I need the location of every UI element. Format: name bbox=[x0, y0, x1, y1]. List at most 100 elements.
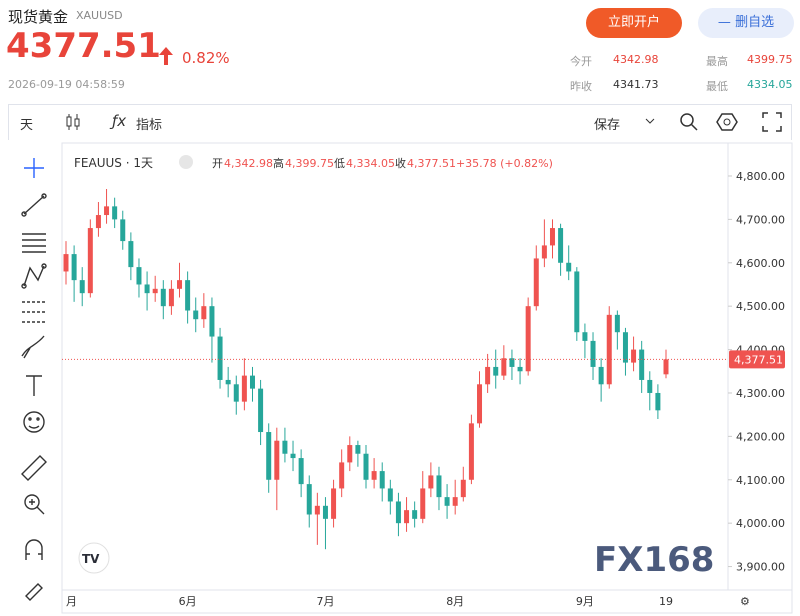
candle-body bbox=[606, 314, 612, 385]
candle-body bbox=[387, 488, 393, 502]
fullscreen-icon[interactable] bbox=[762, 112, 782, 132]
watch-button[interactable]: — 删自选 bbox=[698, 8, 794, 38]
candle-body bbox=[306, 484, 312, 515]
x-tick-label: 月 bbox=[66, 595, 77, 608]
indicators[interactable]: 指标 bbox=[136, 118, 163, 133]
y-tick-label: 4,800.00 bbox=[736, 170, 785, 183]
candle-body bbox=[63, 254, 69, 272]
candle-body bbox=[225, 379, 231, 385]
last-price-label: 4,377.51 bbox=[734, 353, 783, 366]
candle-body bbox=[290, 453, 296, 459]
watch-label: 删自选 bbox=[735, 15, 775, 30]
candle-body bbox=[566, 262, 572, 272]
y-tick-label: 4,500.00 bbox=[736, 300, 785, 313]
candle-body bbox=[347, 445, 353, 463]
candle-body bbox=[233, 384, 239, 402]
candle-body bbox=[168, 288, 174, 307]
candle-body bbox=[655, 392, 661, 411]
legend-change: +35.78 (+0.82%) bbox=[456, 157, 553, 170]
candle-body bbox=[460, 479, 466, 498]
candle-body bbox=[371, 471, 377, 480]
y-tick-label: 3,900.00 bbox=[736, 561, 785, 574]
watermark: FX168 bbox=[594, 540, 714, 580]
candle-body bbox=[152, 288, 158, 294]
settings-icon[interactable] bbox=[716, 111, 738, 133]
candle-body bbox=[209, 306, 215, 337]
settings[interactable]: ⚙ bbox=[740, 595, 750, 608]
stat-value: 4334.05 bbox=[747, 78, 793, 91]
candle-body bbox=[444, 497, 450, 506]
candle-body bbox=[428, 475, 434, 489]
up-arrow bbox=[159, 47, 173, 65]
fx-icon[interactable]: ƒx bbox=[112, 112, 127, 130]
candle-body bbox=[533, 258, 539, 307]
open-account-button[interactable]: 立即开户 bbox=[586, 8, 682, 38]
candle-body bbox=[193, 310, 199, 320]
candle-body bbox=[622, 332, 628, 363]
stat-label: 最高 bbox=[706, 55, 728, 68]
legend-value: 4,342.98 bbox=[224, 157, 273, 170]
toolbar bbox=[8, 104, 792, 140]
candle-body bbox=[582, 332, 588, 341]
candle-body bbox=[177, 280, 183, 289]
interval[interactable]: 天 bbox=[20, 118, 34, 133]
x-tick-label: 7月 bbox=[316, 595, 334, 608]
candle-body bbox=[647, 379, 653, 393]
candle-body bbox=[144, 284, 150, 294]
stat-value: 4342.98 bbox=[613, 53, 659, 66]
candle-body bbox=[363, 453, 369, 480]
chart-frame bbox=[61, 142, 793, 614]
legend-label: 低 bbox=[334, 157, 345, 170]
y-tick-label: 4,000.00 bbox=[736, 517, 785, 530]
candle-body bbox=[404, 510, 410, 524]
candle-body bbox=[436, 475, 442, 498]
candle-body bbox=[468, 423, 474, 480]
save[interactable]: 保存 bbox=[594, 118, 621, 133]
chart-type-icon[interactable] bbox=[64, 112, 82, 132]
candle-body bbox=[509, 358, 515, 367]
candle-body bbox=[477, 384, 483, 424]
candle-body bbox=[274, 440, 280, 480]
legend-ohlc: 开4,342.98高4,399.75低4,334.05收4,377.51+35.… bbox=[212, 156, 553, 170]
candle-body bbox=[185, 280, 191, 311]
y-tick-label: 4,100.00 bbox=[736, 474, 785, 487]
change: 0.82% bbox=[182, 49, 230, 67]
candle-body bbox=[298, 458, 304, 485]
candle-body bbox=[501, 358, 507, 376]
candle-body bbox=[631, 349, 637, 363]
drawing-tools bbox=[21, 158, 47, 601]
legend-label: 高 bbox=[273, 156, 284, 170]
candle-body bbox=[79, 280, 85, 294]
legend-value: 4,334.05 bbox=[346, 157, 395, 170]
price: 4377.51 bbox=[6, 26, 161, 66]
snapshot-icon[interactable] bbox=[678, 111, 700, 133]
x-tick-label: 19 bbox=[659, 595, 673, 608]
candle-body bbox=[128, 241, 134, 268]
candle-body bbox=[558, 228, 564, 263]
candle-body bbox=[112, 206, 118, 220]
legend-label: 收 bbox=[395, 156, 406, 170]
candle-body bbox=[412, 510, 418, 519]
tv-logo: TV bbox=[78, 542, 110, 574]
legend-toggle[interactable] bbox=[179, 155, 193, 169]
candle-body bbox=[95, 215, 101, 229]
x-tick-label: 6月 bbox=[179, 595, 197, 608]
svg-text:TV: TV bbox=[82, 552, 100, 566]
candle-body bbox=[87, 228, 93, 294]
title: 现货黄金 bbox=[8, 8, 69, 26]
candle-body bbox=[282, 440, 288, 454]
candle-body bbox=[160, 288, 166, 307]
stat-label: 昨收 bbox=[570, 80, 592, 93]
candle-body bbox=[241, 375, 247, 402]
legend-value: 4,377.51 bbox=[407, 157, 456, 170]
last-price-box bbox=[729, 350, 785, 369]
stat-label: 最低 bbox=[706, 80, 728, 93]
candle-body bbox=[541, 245, 547, 259]
stat-label: 今开 bbox=[570, 55, 592, 68]
candle-body bbox=[525, 306, 531, 372]
candle-body bbox=[549, 228, 555, 246]
candle-body bbox=[395, 501, 401, 524]
candle-body bbox=[71, 254, 77, 281]
dropdown[interactable] bbox=[644, 116, 656, 126]
